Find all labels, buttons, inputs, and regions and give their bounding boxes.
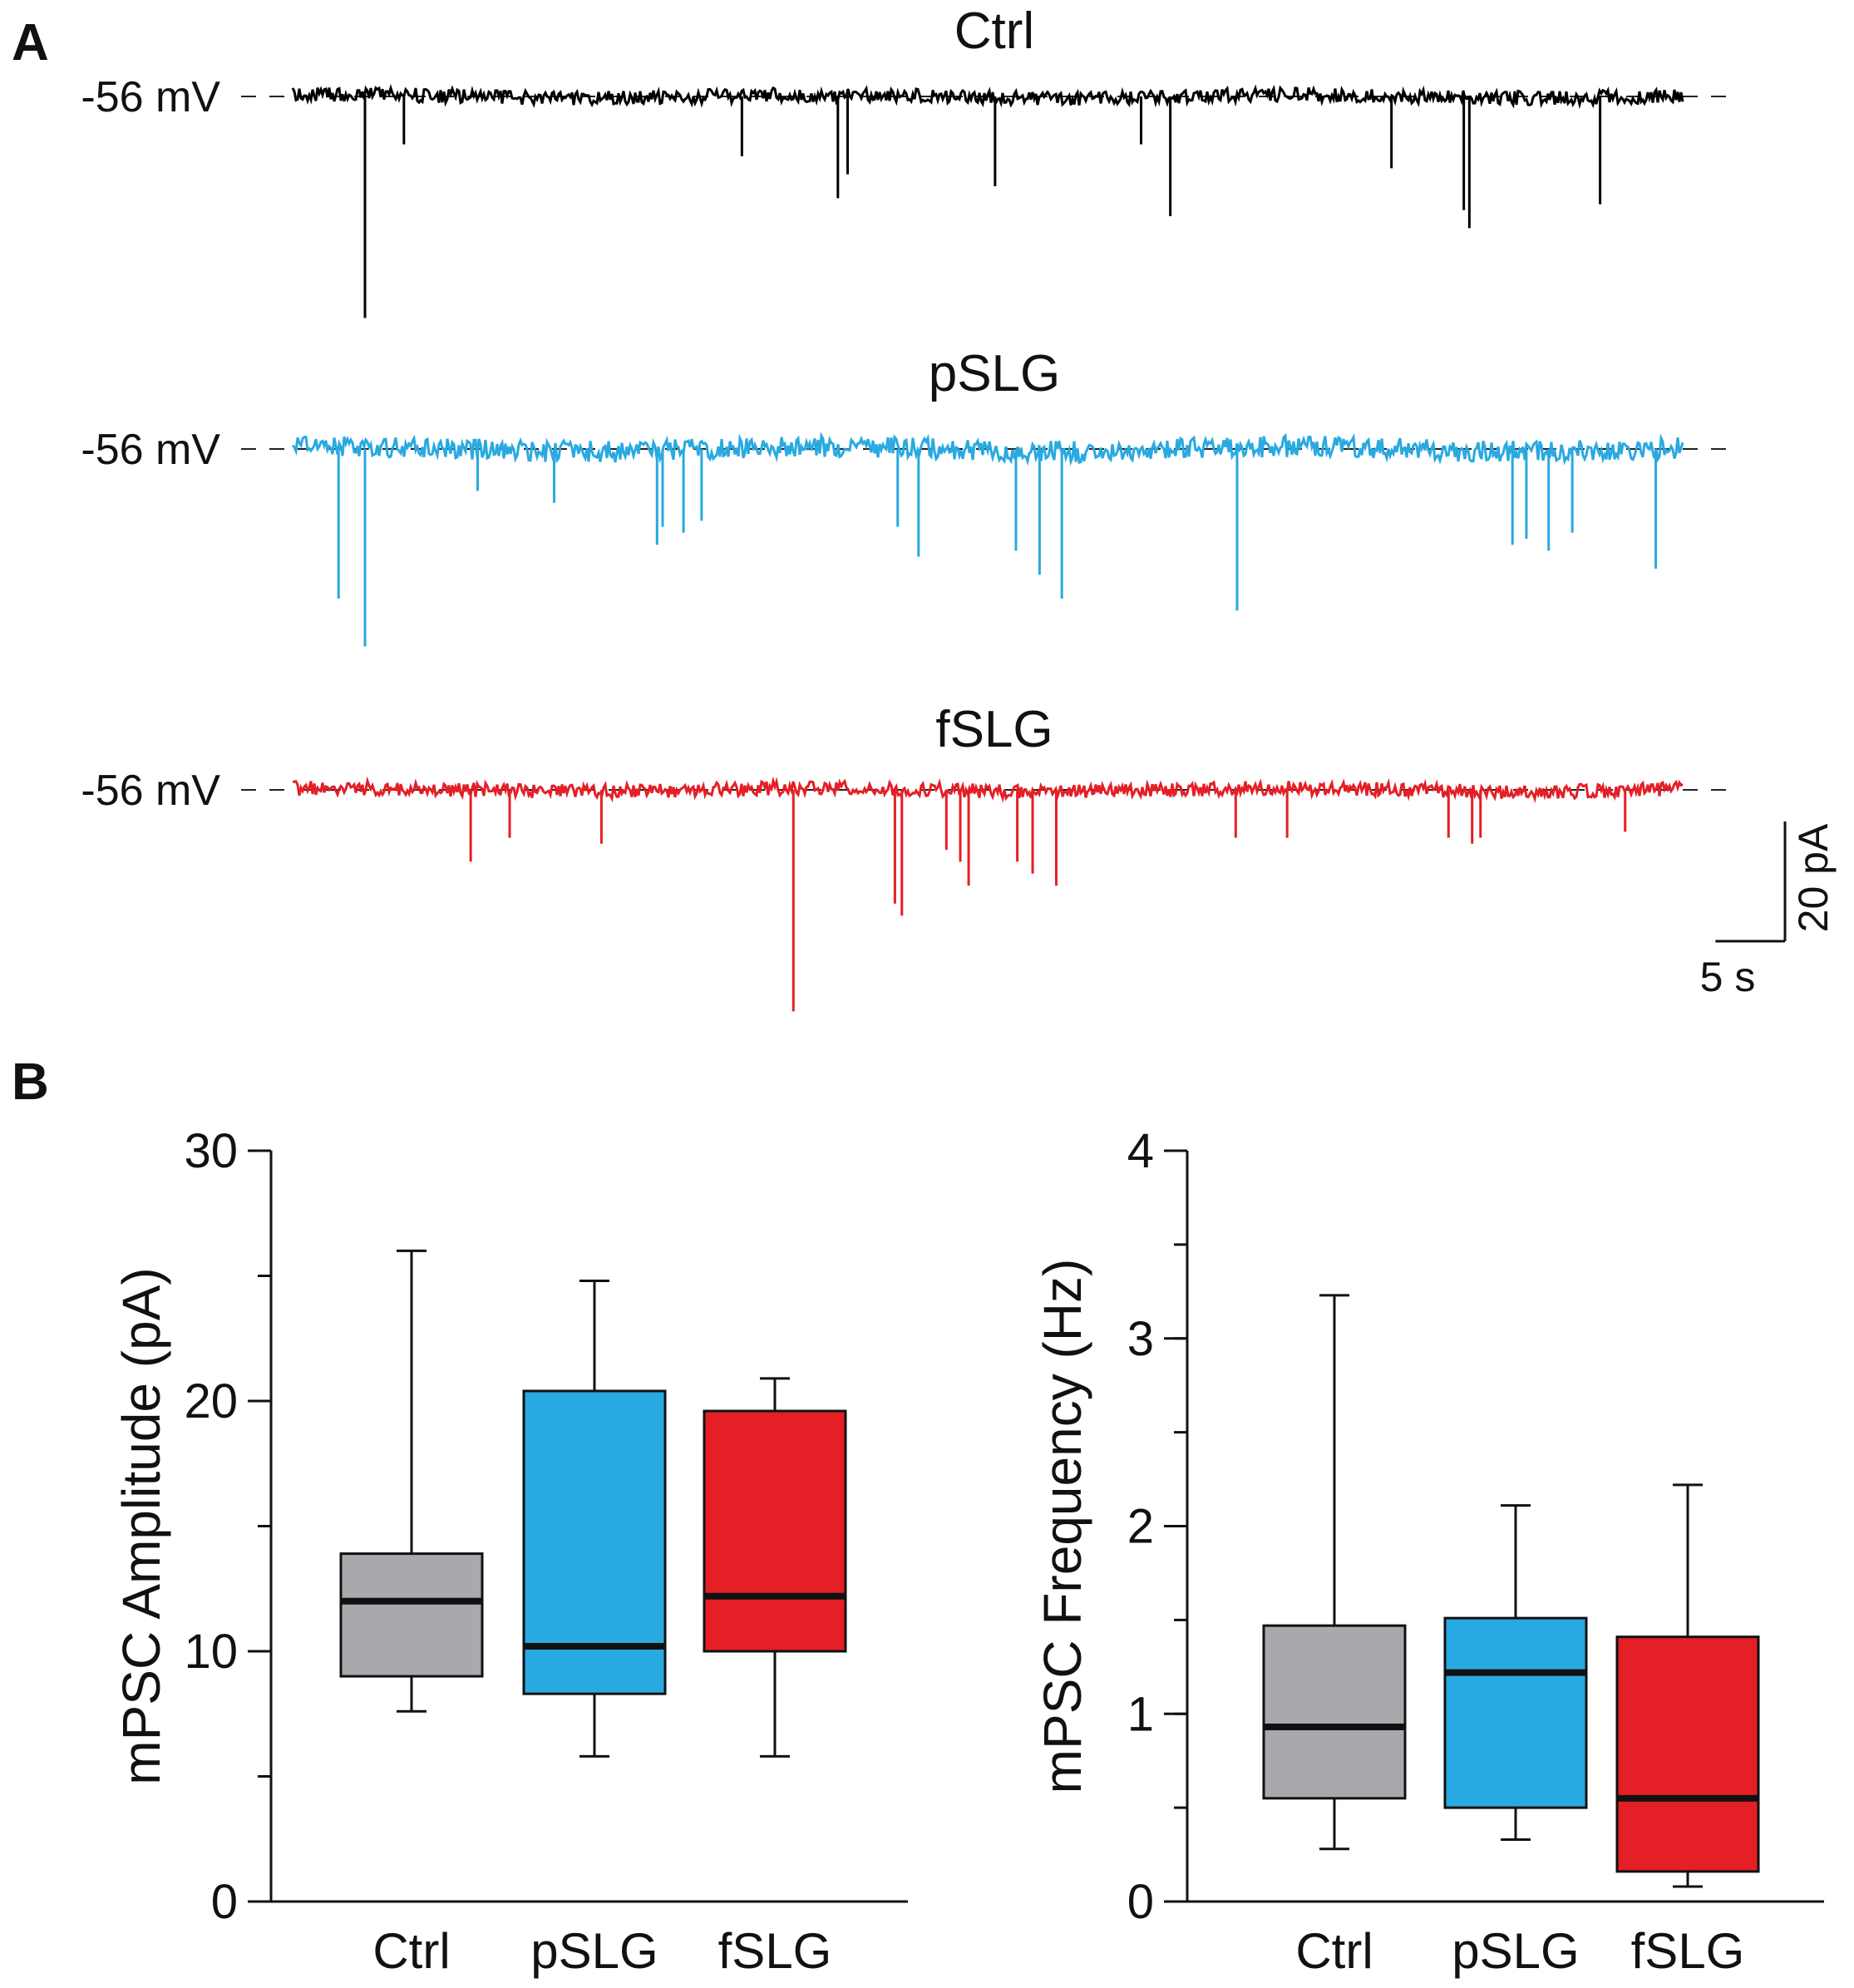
trace-noise-ctrl [291, 83, 1684, 110]
category-label-fslg: fSLG [718, 1923, 832, 1979]
box-ctrl [339, 1552, 484, 1678]
category-label-ctrl: Ctrl [372, 1923, 450, 1979]
category-label-pslg: pSLG [530, 1923, 658, 1979]
y-tick-label-10: 10 [184, 1625, 238, 1679]
holding-label-fslg: -56 mV [81, 767, 220, 815]
holding-label-ctrl: -56 mV [81, 73, 220, 121]
trace-title-fslg: fSLG [935, 701, 1053, 758]
y-tick-label-2: 2 [1127, 1500, 1154, 1554]
trace-noise-pslg [291, 432, 1684, 466]
y-tick-label-20: 20 [184, 1374, 238, 1428]
category-label-fslg: fSLG [1631, 1923, 1745, 1979]
panel-label-a: A [12, 14, 49, 72]
frequency-boxplot: 0 1 2 3 4 mPSC Frequency (Hz) Ctrl pSLG fSLG [1033, 1124, 1824, 1979]
trace-noise-fslg [292, 776, 1684, 804]
holding-label-pslg: -56 mV [81, 426, 220, 474]
box-ctrl [1262, 1624, 1407, 1800]
scale-bar-time-label: 5 s [1700, 954, 1756, 1000]
box-pslg [1443, 1616, 1588, 1809]
scale-bar-current-label: 20 pA [1790, 823, 1837, 932]
box-fslg [703, 1409, 847, 1653]
y-tick-label-30: 30 [184, 1124, 238, 1178]
amplitude-boxplot: 0 10 20 30 mPSC Amplitude (pA) Ctrl pSLG fSLG [111, 1124, 908, 1979]
y-tick-label-4: 4 [1127, 1124, 1154, 1178]
category-label-ctrl: Ctrl [1295, 1923, 1373, 1979]
panel-label-b: B [12, 1053, 49, 1111]
trace-panel: Ctrl -56 mV pSLG -56 mV fSLG -56 mV [81, 2, 1738, 1012]
trace-title-ctrl: Ctrl [954, 2, 1034, 60]
category-label-pslg: pSLG [1452, 1923, 1579, 1979]
box-fslg [1615, 1635, 1760, 1873]
y-tick-label-0: 0 [1127, 1875, 1154, 1929]
y-axis-label: mPSC Frequency (Hz) [1033, 1259, 1092, 1794]
y-tick-label-1: 1 [1127, 1687, 1154, 1741]
scale-bar: 5 s 20 pA [1700, 821, 1837, 1000]
y-tick-label-3: 3 [1127, 1312, 1154, 1366]
trace-title-pslg: pSLG [929, 345, 1061, 402]
y-axis-label: mPSC Amplitude (pA) [111, 1267, 171, 1784]
y-tick-label-0: 0 [211, 1875, 238, 1929]
